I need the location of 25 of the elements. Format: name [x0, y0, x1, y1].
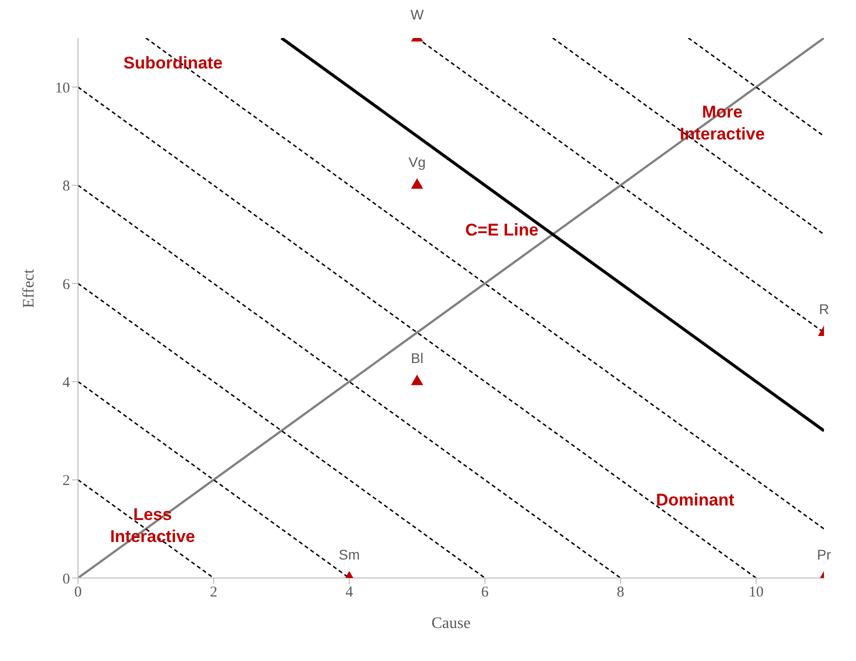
y-tick-label: 6 — [62, 276, 70, 293]
y-tick-label: 8 — [62, 178, 70, 195]
series-label: Sm — [338, 546, 360, 562]
y-tick-label: 4 — [62, 374, 70, 391]
annotation: C=E Line — [465, 220, 538, 240]
annotation: Subordinate — [123, 54, 223, 73]
x-tick-label: 6 — [481, 584, 490, 601]
y-tick-label: 0 — [62, 571, 70, 588]
annotation: More Interactive — [680, 102, 765, 144]
y-tick-label: 2 — [62, 473, 70, 490]
annotation: Dominant — [656, 490, 735, 510]
x-tick-label: 4 — [346, 584, 354, 601]
x-tick-label: 10 — [748, 584, 764, 601]
x-axis-title: Cause — [431, 615, 471, 632]
series-label: R — [818, 301, 830, 318]
series-label: Bl — [410, 350, 424, 366]
series-label: Vg — [408, 154, 426, 170]
y-axis-title: Effect — [20, 268, 38, 308]
x-tick-label: 2 — [210, 584, 218, 601]
x-tick-label: 8 — [616, 584, 624, 601]
series-label: W — [410, 6, 424, 22]
x-tick-label: 0 — [74, 584, 82, 601]
annotation: Less Interactive — [110, 505, 196, 546]
series-label: Pr — [817, 546, 832, 562]
y-tick-label: 10 — [55, 80, 70, 96]
